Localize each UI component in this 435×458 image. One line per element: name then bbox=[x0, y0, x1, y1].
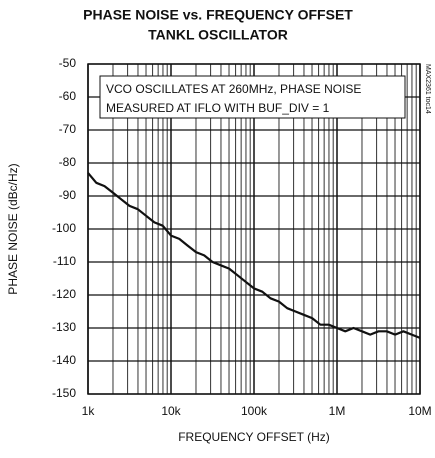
x-tick-label: 1M bbox=[329, 404, 346, 418]
y-tick-label: -140 bbox=[52, 353, 76, 367]
y-tick-label: -80 bbox=[59, 155, 77, 169]
y-tick-label: -60 bbox=[59, 89, 77, 103]
y-tick-label: -120 bbox=[52, 287, 76, 301]
chart-title: PHASE NOISE vs. FREQUENCY OFFSET bbox=[83, 7, 353, 23]
annotation: MEASURED AT IFLO WITH BUF_DIV = 1 bbox=[106, 101, 330, 115]
x-tick-label: 100k bbox=[241, 404, 268, 418]
data-line bbox=[87, 172, 421, 339]
annotation: VCO OSCILLATES AT 260MHz, PHASE NOISE bbox=[106, 82, 361, 96]
x-tick-label: 1k bbox=[82, 404, 96, 418]
figure-id: MAX2361 toc14 bbox=[424, 64, 431, 114]
chart-subtitle: TANKL OSCILLATOR bbox=[148, 27, 288, 43]
y-tick-label: -50 bbox=[59, 56, 77, 70]
y-tick-label: -150 bbox=[52, 386, 76, 400]
plot-frame bbox=[87, 63, 421, 395]
x-axis-label: FREQUENCY OFFSET (Hz) bbox=[178, 430, 330, 444]
x-tick-label: 10k bbox=[161, 404, 181, 418]
annotation-box bbox=[99, 75, 406, 119]
y-tick-label: -70 bbox=[59, 122, 77, 136]
y-tick-label: -110 bbox=[53, 254, 76, 268]
x-tick-label: 10M bbox=[408, 404, 431, 418]
y-axis-label: PHASE NOISE (dBc/Hz) bbox=[6, 163, 20, 294]
y-tick-label: -130 bbox=[52, 320, 76, 334]
y-tick-label: -90 bbox=[59, 188, 77, 202]
y-tick-label: -100 bbox=[52, 221, 76, 235]
